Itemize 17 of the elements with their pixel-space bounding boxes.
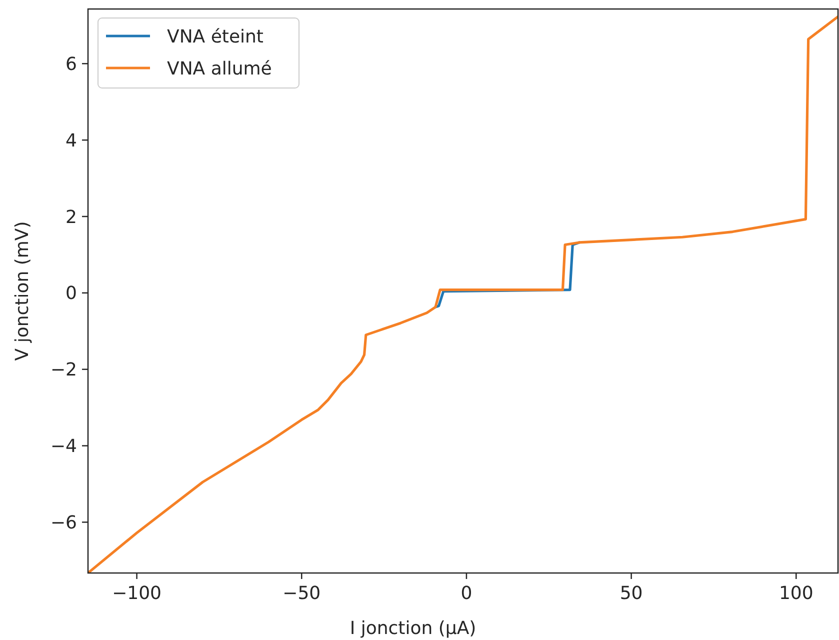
x-tick-label: 0 xyxy=(460,583,472,604)
y-tick-label: −2 xyxy=(50,360,77,381)
y-tick-label: 6 xyxy=(66,54,77,75)
y-tick-label: −4 xyxy=(50,436,77,458)
line-series xyxy=(88,15,838,573)
x-axis-title: I jonction (μA) xyxy=(350,618,476,639)
y-tick-label: 0 xyxy=(66,283,77,304)
x-tick-label: −100 xyxy=(112,583,162,604)
x-tick-label: 100 xyxy=(778,583,814,604)
y-tick-label: −6 xyxy=(50,512,77,534)
x-tick-label: 50 xyxy=(620,583,643,604)
y-axis-title: V jonction (mV) xyxy=(12,221,33,361)
y-tick-label: 4 xyxy=(66,130,77,152)
legend-label: VNA allumé xyxy=(167,58,272,80)
legend-label: VNA éteint xyxy=(167,26,264,48)
y-tick-label: 2 xyxy=(66,206,77,228)
x-tick-label: −50 xyxy=(282,583,321,604)
